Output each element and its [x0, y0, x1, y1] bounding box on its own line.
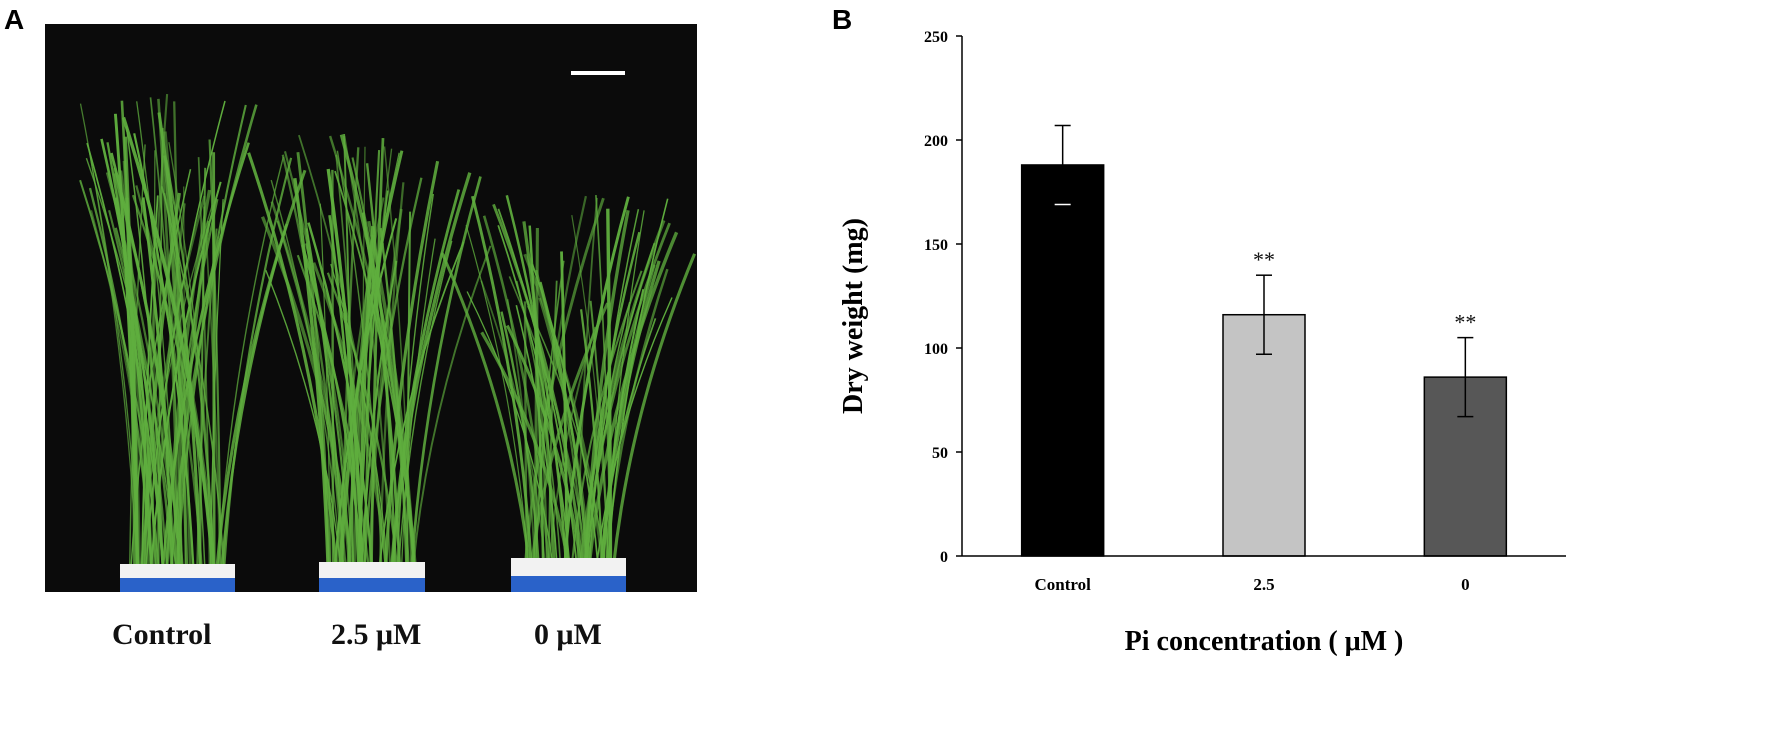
grass-blade [363, 150, 381, 570]
panel-b-label: B [832, 4, 853, 35]
grass-blade [523, 253, 605, 570]
grass-blade [265, 269, 342, 570]
grass-blade [390, 172, 472, 570]
grass-blade [217, 156, 284, 570]
grass-blade [328, 215, 360, 570]
panel-a-label: A [4, 4, 25, 35]
pot-control [120, 564, 235, 592]
x-tick-label: Control [1034, 575, 1091, 594]
grass-blade [79, 179, 160, 570]
grass-blade [141, 195, 159, 570]
grass-blade [588, 209, 640, 570]
bar-1 [1020, 164, 1105, 557]
grass-blade [531, 263, 600, 570]
grass-blade [528, 225, 545, 570]
x-axis-title: Pi concentration ( μM ) [1125, 626, 1404, 657]
grass-blade [283, 151, 355, 570]
grass-blade [312, 262, 388, 570]
grass-blade [523, 197, 605, 570]
plant-2-5 [247, 133, 492, 570]
grass-blade [563, 196, 630, 570]
grass-blade [121, 116, 215, 570]
grass-blade [410, 176, 482, 570]
x-tick-label: 0 [1461, 575, 1470, 594]
grass-blade [396, 193, 434, 570]
grass-blade [307, 222, 374, 570]
y-axis-title: Dry weight (mg) [838, 218, 869, 414]
grass-blade [163, 192, 206, 570]
grass-blade [506, 299, 536, 570]
pot-2-5 [319, 562, 425, 592]
grass-blade [140, 195, 206, 570]
y-tick-label: 200 [924, 133, 948, 150]
y-tick-label: 0 [940, 549, 948, 566]
tray-0 [511, 572, 626, 592]
grass-blade [508, 276, 588, 570]
grass-blade [515, 305, 559, 570]
grass-blade [247, 152, 338, 570]
y-tick-label: 250 [924, 29, 948, 46]
grass-blade [412, 245, 492, 570]
y-tick-label: 50 [932, 445, 948, 462]
dry-weight-chart: ** ** 0 50 100 150 200 250 Control 2.5 0 Dry weig… [830, 20, 1776, 744]
grass-blade [319, 203, 332, 570]
plant-photo [45, 24, 697, 592]
caption-control: Control [112, 618, 212, 651]
plant-control [79, 94, 307, 570]
grass-blade [384, 160, 440, 570]
grass-blade [466, 291, 554, 570]
bars: ** ** [1020, 124, 1508, 557]
grass-blade [199, 167, 207, 570]
plant-photo-drawing [45, 24, 697, 592]
grass-blade [397, 240, 453, 570]
plants [79, 94, 697, 570]
grass-blade [583, 231, 641, 570]
grass-blade [406, 211, 412, 570]
caption-0-um: 0 μM [534, 618, 602, 651]
chart-svg: ** ** 0 50 100 150 200 250 Control 2.5 0 Dry weig… [838, 29, 1566, 657]
grass-blade [470, 195, 534, 570]
grass-blade [157, 127, 164, 570]
grass-blade [260, 216, 354, 570]
pot-0 [511, 558, 626, 592]
grass-blade [85, 157, 177, 570]
grass-blade [125, 126, 164, 570]
grass-blade [589, 300, 609, 570]
grass-blade [576, 197, 598, 570]
grass-blade [505, 194, 568, 570]
grass-blade [334, 170, 416, 570]
grass-blade [183, 186, 186, 570]
scale-bar [571, 71, 625, 75]
significance-marker-3: ** [1454, 310, 1476, 335]
pot-rim-0 [511, 558, 626, 576]
grass-blade [606, 208, 613, 570]
axes: 0 50 100 150 200 250 Control 2.5 0 [924, 29, 1566, 594]
grass-blade [330, 263, 389, 570]
grass-blade [368, 208, 403, 570]
y-tick-label: 150 [924, 237, 948, 254]
grass-blade [351, 157, 411, 570]
x-tick-label: 2.5 [1253, 575, 1274, 594]
grass-blade [440, 251, 532, 570]
grass-blade [196, 228, 218, 570]
y-tick-label: 100 [924, 341, 948, 358]
grass-blade [611, 253, 697, 570]
grass-blade [570, 270, 643, 570]
significance-marker-2: ** [1253, 247, 1275, 272]
grass-blade [123, 136, 140, 570]
caption-2-5-um: 2.5 μM [331, 618, 422, 651]
grass-blade [301, 244, 363, 570]
pot-rim-control [120, 564, 235, 578]
pot-rim-2-5 [319, 562, 425, 578]
grass-blade [161, 142, 250, 570]
grass-blade [209, 199, 224, 570]
plant-0 [440, 194, 697, 570]
